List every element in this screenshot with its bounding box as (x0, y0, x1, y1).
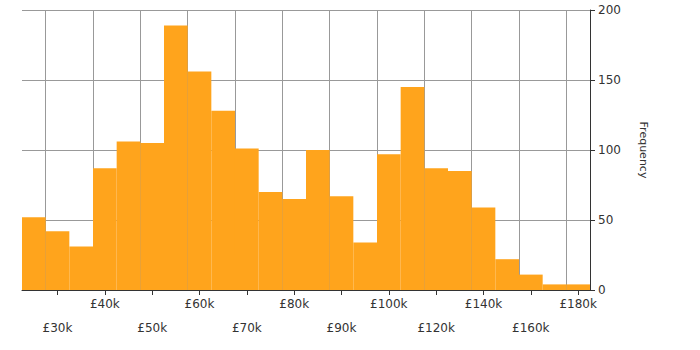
svg-text:0: 0 (598, 283, 606, 297)
svg-text:Frequency: Frequency (637, 122, 650, 179)
svg-text:£80k: £80k (279, 297, 309, 311)
svg-text:200: 200 (598, 3, 621, 17)
svg-text:£40k: £40k (90, 297, 120, 311)
svg-text:£30k: £30k (43, 321, 73, 335)
svg-text:50: 50 (598, 213, 613, 227)
svg-text:£50k: £50k (137, 321, 167, 335)
svg-text:£160k: £160k (512, 321, 550, 335)
svg-text:£140k: £140k (465, 297, 503, 311)
svg-text:150: 150 (598, 73, 621, 87)
svg-text:£90k: £90k (327, 321, 357, 335)
svg-text:£100k: £100k (370, 297, 408, 311)
svg-text:£180k: £180k (559, 297, 597, 311)
svg-text:100: 100 (598, 143, 621, 157)
svg-text:£70k: £70k (232, 321, 262, 335)
svg-text:£60k: £60k (185, 297, 215, 311)
svg-text:£120k: £120k (417, 321, 455, 335)
